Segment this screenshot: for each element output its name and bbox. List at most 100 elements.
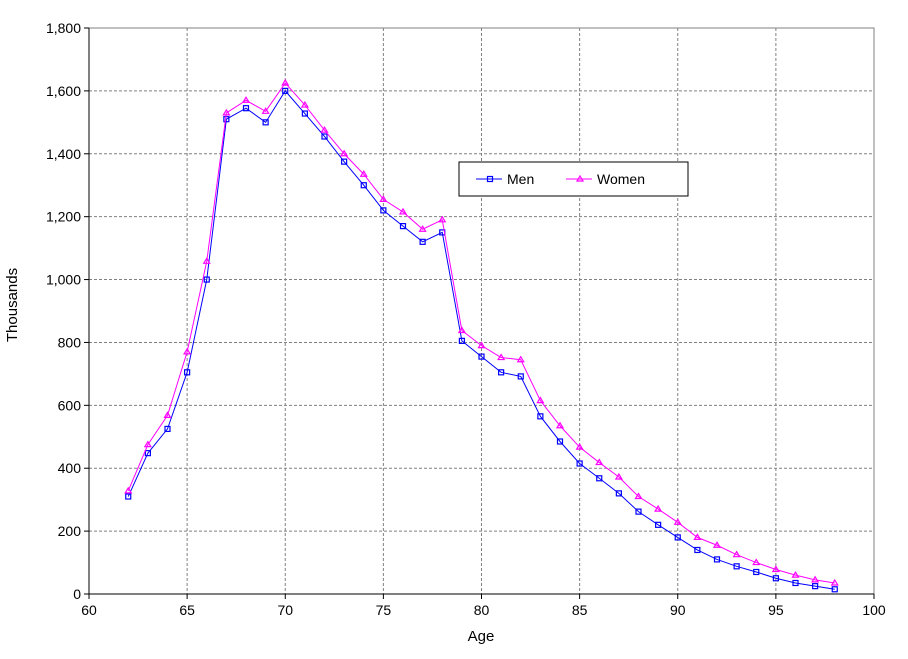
- data-point-men: [615, 490, 622, 497]
- data-point-women: [143, 440, 152, 448]
- data-point-men: [419, 238, 426, 245]
- series-women: [124, 78, 839, 586]
- data-point-women: [418, 225, 427, 232]
- data-point-men: [242, 105, 250, 112]
- data-point-women: [771, 565, 780, 573]
- x-tick-label: 70: [277, 602, 293, 618]
- x-tick-label: 95: [768, 602, 784, 618]
- data-point-men: [713, 556, 721, 563]
- y-tick-label: 1,400: [46, 146, 81, 162]
- data-point-men: [184, 369, 191, 376]
- legend-label-men: Men: [507, 171, 534, 187]
- x-tick-label: 65: [179, 602, 195, 618]
- y-tick-label: 800: [58, 334, 82, 350]
- data-point-men: [537, 413, 544, 420]
- series-group: [124, 78, 839, 593]
- y-tick-label: 1,000: [46, 272, 81, 288]
- data-point-men: [164, 425, 171, 433]
- data-point-men: [380, 207, 387, 214]
- y-tick-label: 1,800: [46, 20, 81, 36]
- data-point-women: [791, 570, 800, 578]
- data-point-women: [163, 411, 172, 418]
- data-point-men: [321, 133, 328, 140]
- legend: Men Women: [458, 161, 689, 197]
- data-point-men: [674, 534, 681, 541]
- data-point-women: [241, 96, 251, 103]
- series-line-women: [127, 82, 835, 584]
- data-point-women: [340, 149, 349, 157]
- x-tick-label: 60: [81, 602, 97, 618]
- data-point-women: [536, 396, 545, 404]
- x-tick-label: 75: [376, 602, 392, 618]
- data-point-women: [477, 341, 486, 349]
- data-point-men: [360, 182, 367, 189]
- data-point-women: [438, 215, 447, 223]
- data-point-men: [753, 568, 760, 576]
- data-point-men: [772, 575, 779, 582]
- data-point-women: [614, 472, 623, 480]
- y-tick-label: 1,200: [46, 209, 81, 225]
- x-tick-label: 90: [670, 602, 686, 618]
- data-point-women: [712, 541, 722, 548]
- data-point-men: [655, 521, 662, 528]
- data-point-men: [694, 546, 701, 554]
- data-point-men: [517, 373, 524, 380]
- data-point-men: [203, 276, 210, 283]
- data-point-women: [202, 257, 211, 264]
- y-tick-label: 400: [58, 460, 82, 476]
- data-point-men: [341, 158, 348, 165]
- data-point-women: [359, 170, 368, 177]
- data-point-women: [457, 326, 466, 334]
- data-point-women: [222, 108, 231, 116]
- legend-marker-women: [575, 174, 585, 182]
- y-tick-label: 200: [58, 523, 82, 539]
- data-point-men: [498, 369, 505, 376]
- y-tick-label: 0: [73, 586, 81, 602]
- data-point-women: [732, 550, 741, 558]
- data-point-women: [555, 421, 565, 429]
- legend-marker-men: [486, 175, 494, 183]
- legend-label-women: Women: [597, 171, 645, 187]
- x-tick-label: 85: [572, 602, 588, 618]
- data-point-women: [654, 504, 663, 512]
- data-point-men: [125, 493, 132, 500]
- y-tick-label: 1,600: [46, 83, 81, 99]
- data-point-men: [478, 353, 485, 360]
- data-point-men: [596, 475, 603, 482]
- data-point-men: [144, 450, 151, 457]
- data-point-women: [183, 347, 192, 355]
- data-point-men: [399, 223, 407, 230]
- gridlines: [89, 28, 874, 594]
- data-point-men: [458, 337, 465, 344]
- data-point-women: [673, 518, 682, 525]
- data-point-women: [752, 558, 761, 566]
- data-point-women: [379, 195, 388, 202]
- data-point-men: [635, 508, 642, 515]
- data-point-women: [398, 207, 408, 215]
- data-point-women: [811, 575, 820, 583]
- data-point-women: [595, 458, 604, 466]
- data-point-men: [556, 438, 564, 445]
- data-point-women: [693, 533, 702, 541]
- data-point-women: [516, 355, 525, 363]
- data-point-men: [733, 563, 740, 570]
- data-point-women: [261, 107, 270, 114]
- axes: 0 200 400 600 800 1,000 1,200 1,400 1,600 1,800 60…: [46, 20, 886, 618]
- series-line-men: [127, 90, 835, 590]
- data-point-men: [301, 110, 308, 117]
- data-point-men: [831, 586, 838, 593]
- data-point-women: [300, 100, 309, 108]
- x-axis-label: Age: [468, 628, 495, 645]
- y-axis-label: Thousands: [4, 268, 21, 342]
- y-tick-label: 600: [58, 397, 82, 413]
- data-point-women: [281, 78, 290, 86]
- data-point-women: [497, 353, 506, 361]
- data-point-men: [812, 583, 819, 590]
- data-point-men: [792, 579, 799, 587]
- data-point-women: [320, 126, 329, 133]
- data-point-men: [262, 119, 269, 126]
- data-point-men: [576, 460, 583, 467]
- x-tick-label: 100: [862, 602, 886, 618]
- x-tick-label: 80: [474, 602, 490, 618]
